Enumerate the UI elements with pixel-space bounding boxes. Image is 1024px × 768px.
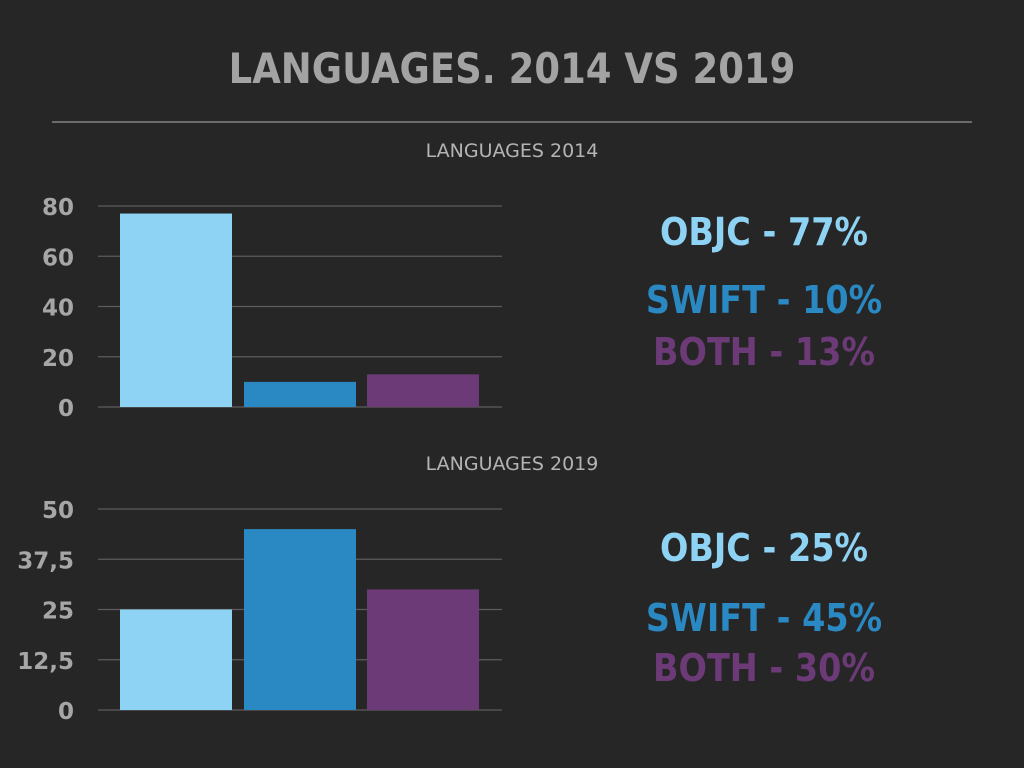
y-tick-label: 37,5 (17, 548, 74, 574)
y-tick-label: 40 (42, 296, 74, 322)
bar-both-2019 (367, 589, 479, 710)
title-divider (52, 121, 972, 123)
bar-both-2014 (367, 374, 479, 407)
chart-2014-annotation-both: BOTH - 13% (653, 330, 875, 374)
bar-objc-2014 (120, 213, 232, 407)
chart-2014-annotation-swift: SWIFT - 10% (645, 278, 883, 322)
chart-2014: 0 20 40 60 80 (42, 195, 502, 422)
y-tick-label: 0 (58, 699, 74, 725)
bar-swift-2014 (244, 381, 356, 407)
y-tick-label: 60 (42, 245, 74, 271)
bar-swift-2019 (244, 529, 356, 710)
slide-title: LANGUAGES. 2014 VS 2019 (228, 44, 796, 93)
y-tick-label: 25 (42, 599, 74, 625)
y-tick-label: 20 (42, 346, 74, 372)
y-tick-label: 12,5 (17, 649, 74, 675)
chart-2019-annotation-swift: SWIFT - 45% (645, 596, 883, 640)
chart-2019-annotation-both: BOTH - 30% (653, 646, 875, 690)
y-tick-label: 80 (42, 195, 74, 221)
chart-2014-annotation-objc: OBJC - 77% (659, 210, 869, 254)
bar-objc-2019 (120, 609, 232, 710)
y-tick-label: 50 (42, 498, 74, 524)
chart-2019-annotation-objc: OBJC - 25% (659, 526, 869, 570)
y-tick-label: 0 (58, 396, 74, 422)
chart-2014-title: LANGUAGES 2014 (425, 140, 599, 162)
chart-2019: 0 12,5 25 37,5 50 (17, 498, 502, 725)
chart-2019-title: LANGUAGES 2019 (425, 453, 599, 475)
